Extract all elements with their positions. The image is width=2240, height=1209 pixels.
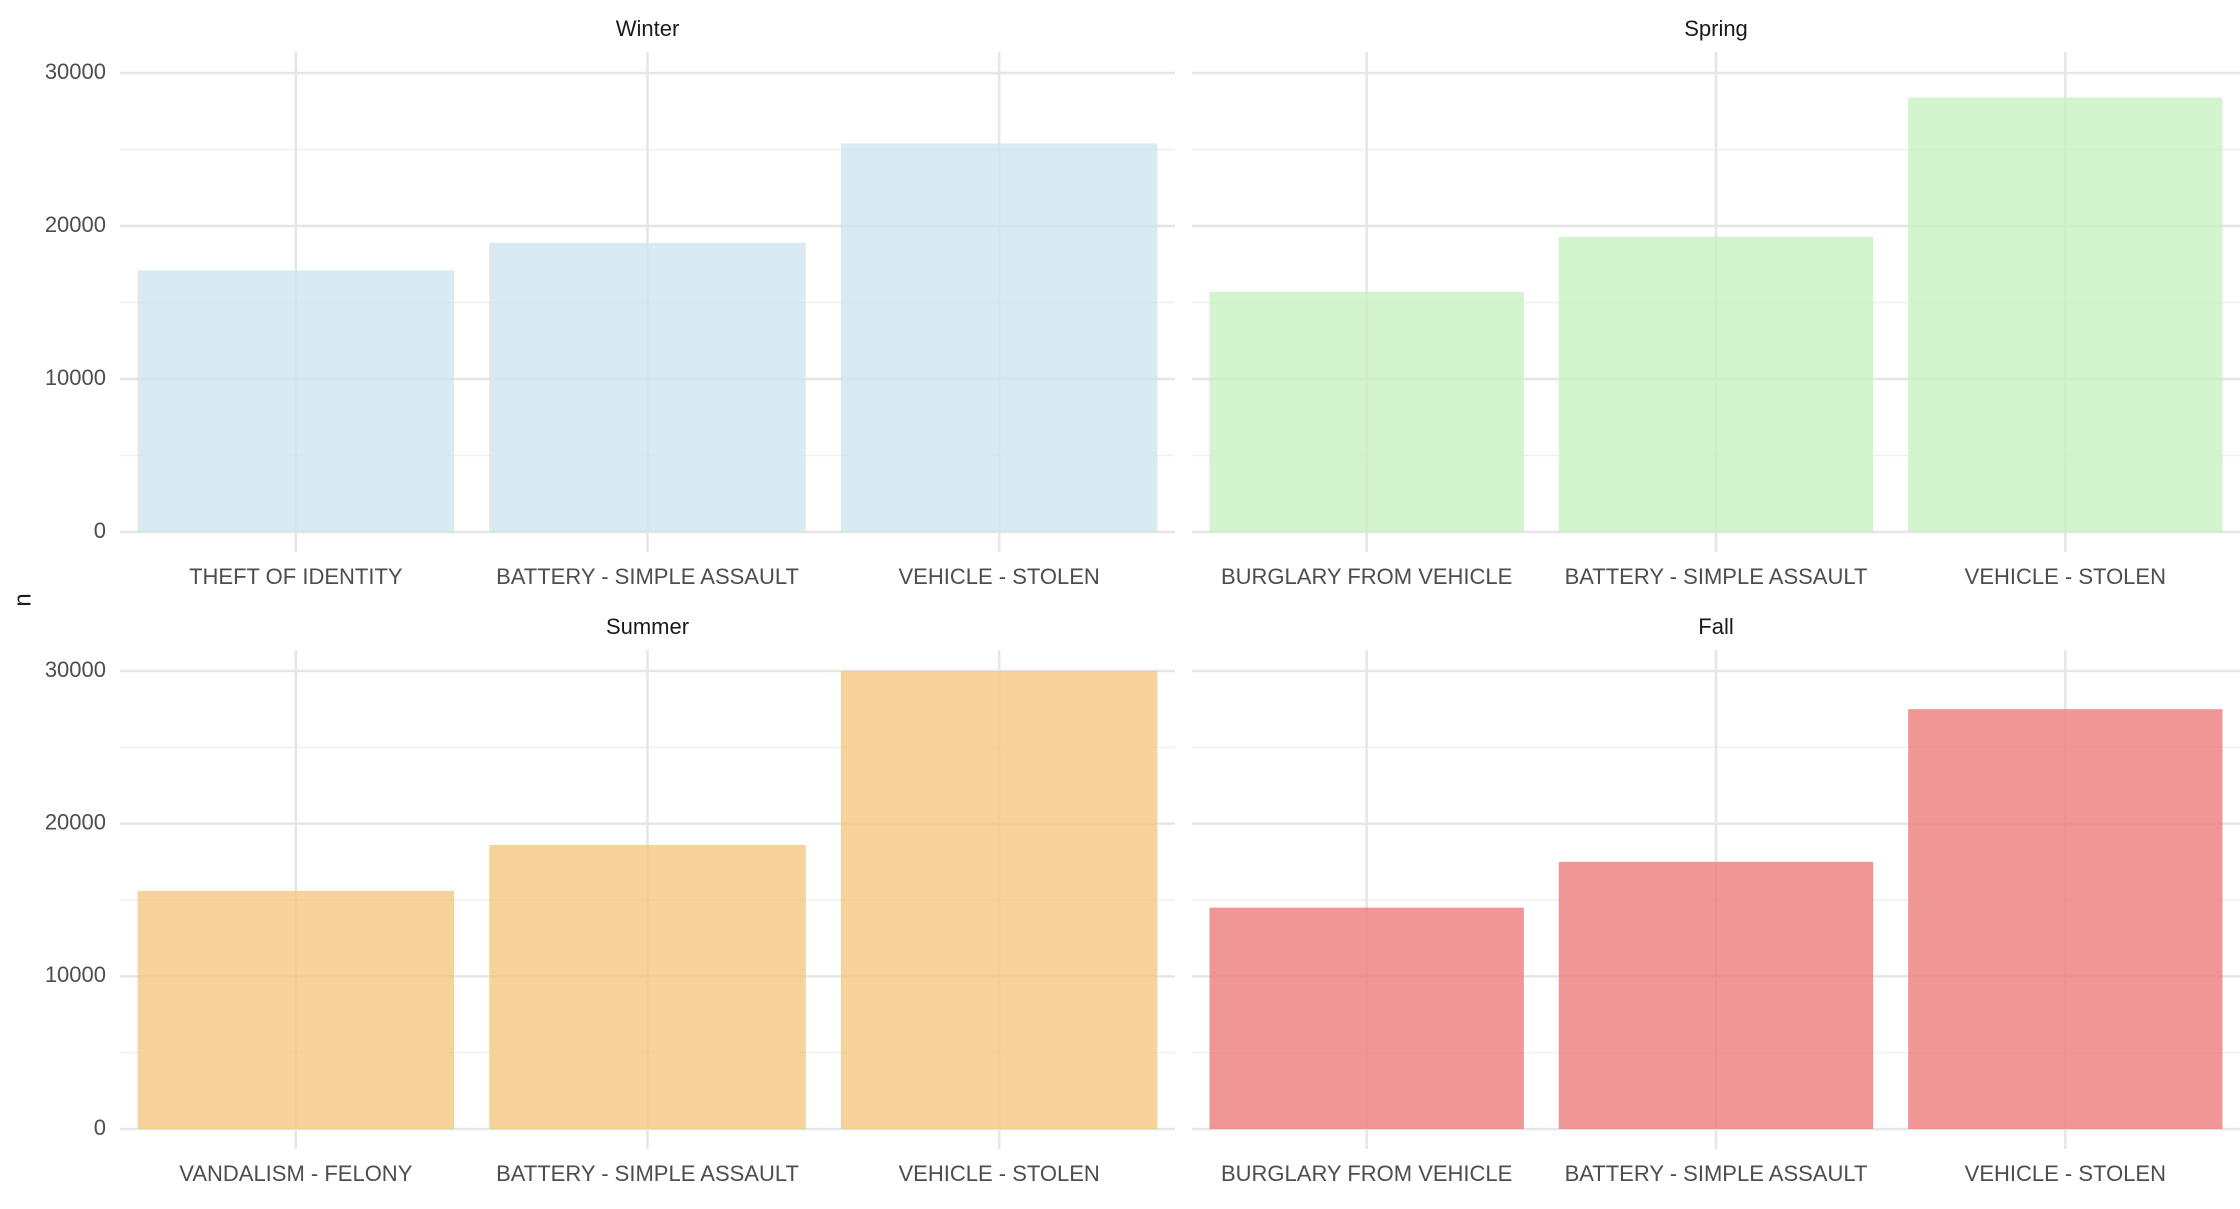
y-tick-label: 30000 [45, 657, 106, 682]
bar-winter-3 [840, 143, 1158, 532]
bar-winter-2 [489, 242, 806, 532]
x-tick-label: VANDALISM - FELONY [179, 1161, 412, 1186]
panel-title-winter: Winter [616, 16, 680, 41]
x-tick-label: BATTERY - SIMPLE ASSAULT [1565, 564, 1868, 589]
y-tick-label: 20000 [45, 809, 106, 834]
x-tick-label: THEFT OF IDENTITY [189, 564, 403, 589]
x-tick-label: BURGLARY FROM VEHICLE [1221, 564, 1512, 589]
bar-spring-1 [1209, 291, 1524, 532]
bar-winter-1 [137, 270, 455, 532]
panel-title-summer: Summer [606, 614, 689, 639]
bar-spring-2 [1558, 236, 1874, 532]
bar-summer-3 [840, 671, 1158, 1129]
x-tick-label: VEHICLE - STOLEN [1965, 1161, 2166, 1186]
bar-fall-3 [1908, 709, 2223, 1129]
bar-fall-1 [1209, 907, 1524, 1129]
y-tick-label: 0 [94, 518, 106, 543]
bar-spring-3 [1908, 97, 2223, 532]
bar-summer-1 [137, 890, 455, 1129]
x-tick-label: VEHICLE - STOLEN [899, 564, 1100, 589]
y-tick-label: 0 [94, 1115, 106, 1140]
y-tick-label: 20000 [45, 212, 106, 237]
panel-title-fall: Fall [1698, 614, 1733, 639]
x-tick-label: VEHICLE - STOLEN [899, 1161, 1100, 1186]
y-tick-label: 10000 [45, 365, 106, 390]
y-tick-label: 10000 [45, 962, 106, 987]
x-tick-label: BATTERY - SIMPLE ASSAULT [496, 564, 799, 589]
y-tick-label: 30000 [45, 59, 106, 84]
bar-summer-2 [489, 845, 806, 1129]
x-tick-label: BATTERY - SIMPLE ASSAULT [496, 1161, 799, 1186]
panel-title-spring: Spring [1684, 16, 1748, 41]
x-tick-label: BATTERY - SIMPLE ASSAULT [1565, 1161, 1868, 1186]
bar-fall-2 [1558, 861, 1874, 1129]
y-axis-label: n [9, 593, 36, 606]
x-tick-label: VEHICLE - STOLEN [1965, 564, 2166, 589]
x-tick-label: BURGLARY FROM VEHICLE [1221, 1161, 1512, 1186]
